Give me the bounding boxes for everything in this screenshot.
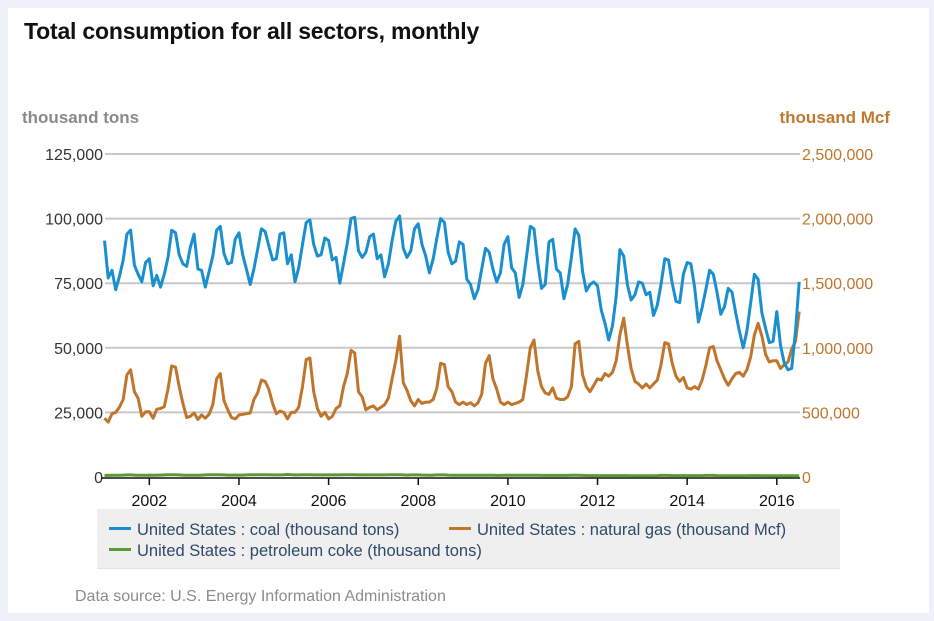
legend-label-petroleum-coke: United States : petroleum coke (thousand… bbox=[137, 542, 482, 560]
right-tick-label: 500,000 bbox=[802, 405, 860, 422]
x-tick-label: 2002 bbox=[132, 493, 168, 510]
series-lines bbox=[103, 214, 801, 478]
series-line-natural-gas bbox=[103, 311, 801, 424]
data-source-note: Data source: U.S. Energy Information Adm… bbox=[75, 588, 446, 605]
left-tick-label: 100,000 bbox=[45, 212, 103, 229]
x-tick-label: 2006 bbox=[311, 493, 347, 510]
left-tick-label: 0 bbox=[94, 470, 103, 487]
legend-swatch-natural-gas bbox=[449, 527, 471, 531]
left-tick-label: 125,000 bbox=[45, 147, 103, 164]
legend-swatch-coal bbox=[109, 527, 131, 531]
x-tick-label: 2004 bbox=[221, 493, 257, 510]
right-tick-label: 2,000,000 bbox=[802, 212, 873, 229]
x-tick-label: 2016 bbox=[759, 493, 795, 510]
x-tick-label: 2012 bbox=[580, 493, 616, 510]
series-line-petroleum-coke bbox=[104, 472, 800, 478]
x-axis: 2002 2004 2006 2008 2010 2012 2014 2016 bbox=[101, 477, 800, 510]
chart-title: Total consumption for all sectors, month… bbox=[24, 18, 480, 44]
x-tick-label: 2008 bbox=[400, 493, 436, 510]
series-line-coal bbox=[103, 214, 801, 372]
x-tick-label: 2010 bbox=[490, 493, 526, 510]
right-tick-label: 0 bbox=[802, 470, 811, 487]
left-axis-unit-label: thousand tons bbox=[22, 108, 140, 127]
left-tick-label: 25,000 bbox=[54, 405, 103, 422]
legend-item-coal[interactable]: United States : coal (thousand tons) bbox=[109, 521, 399, 540]
left-tick-label: 50,000 bbox=[54, 341, 103, 358]
legend-label-natural-gas: United States : natural gas (thousand Mc… bbox=[477, 521, 787, 539]
legend-item-petroleum-coke[interactable]: United States : petroleum coke (thousand… bbox=[109, 542, 482, 561]
right-tick-label: 2,500,000 bbox=[802, 147, 873, 164]
gridlines bbox=[105, 153, 800, 414]
left-y-axis: 0 25,000 50,000 75,000 100,000 125,000 bbox=[45, 147, 103, 487]
legend-item-natural-gas[interactable]: United States : natural gas (thousand Mc… bbox=[449, 521, 786, 540]
x-tick-label: 2014 bbox=[669, 493, 705, 510]
legend-swatch-petroleum-coke bbox=[109, 548, 131, 552]
legend: United States : coal (thousand tons) Uni… bbox=[97, 509, 840, 569]
right-axis-unit-label: thousand Mcf bbox=[779, 108, 891, 127]
left-tick-label: 75,000 bbox=[54, 276, 103, 293]
right-tick-label: 1,000,000 bbox=[802, 341, 873, 358]
right-tick-label: 1,500,000 bbox=[802, 276, 873, 293]
legend-label-coal: United States : coal (thousand tons) bbox=[137, 521, 400, 539]
right-y-axis: 0 500,000 1,000,000 1,500,000 2,000,000 2,500… bbox=[802, 147, 873, 487]
